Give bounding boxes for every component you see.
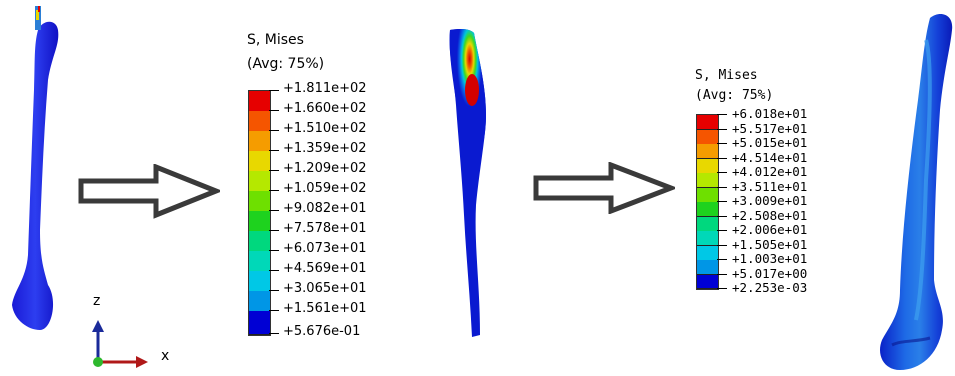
legend-tick [269, 150, 279, 151]
legend-value: +3.065e+01 [283, 281, 367, 296]
legend-value: +2.006e+01 [732, 222, 808, 237]
legend-tick [717, 273, 727, 275]
legend-tick [269, 90, 279, 91]
legend-tick [269, 250, 279, 251]
legend-tick [269, 270, 279, 271]
legend-tick [717, 230, 727, 231]
legend-value: +1.505e+01 [732, 236, 808, 252]
legend-value: +6.073e+01 [283, 241, 367, 256]
legend-tick [269, 290, 279, 291]
legend-swatch [697, 274, 718, 289]
hollow-right-arrow-2 [533, 162, 675, 214]
legend-swatch [249, 131, 270, 152]
legend-value: +5.676e-01 [283, 324, 361, 339]
legend-value: +1.660e+02 [283, 101, 367, 116]
legend-value: +4.012e+01 [732, 164, 808, 179]
legend-value: +1.561e+01 [283, 301, 367, 316]
legend-swatch [697, 158, 718, 174]
legend-value: +1.003e+01 [732, 251, 808, 266]
axis-triad [92, 320, 148, 368]
legend-tick [717, 244, 727, 246]
hollow-right-arrow-1 [78, 164, 220, 219]
legend-value: +1.209e+02 [283, 161, 367, 176]
legend-swatch [249, 251, 270, 272]
legend-tick [269, 110, 279, 111]
legend-value: +5.517e+01 [732, 120, 808, 136]
legend-swatch [697, 260, 718, 275]
legend-value: +3.511e+01 [732, 178, 808, 194]
legend-tick [717, 128, 727, 130]
legend-tick [717, 215, 727, 217]
legend-swatch [249, 271, 270, 292]
legend-value: +5.017e+00 [732, 265, 808, 281]
legend-tick [717, 114, 727, 115]
legend-value: +1.359e+02 [283, 141, 367, 156]
legend-swatch [697, 216, 718, 232]
bone-model-original [12, 6, 59, 330]
legend-swatch [697, 129, 718, 145]
legend-tick [717, 288, 727, 289]
legend-value: +7.578e+01 [283, 221, 367, 236]
legend-tick [717, 201, 727, 202]
legend-swatch [249, 111, 270, 132]
legend-value: +1.510e+02 [283, 121, 367, 136]
legend-title-line1: S, Mises [695, 68, 758, 83]
legend-swatch [249, 151, 270, 172]
legend-tick [269, 333, 279, 334]
legend-swatch [249, 191, 270, 212]
legend-tick [717, 172, 727, 173]
legend-title-line2: (Avg: 75%) [695, 88, 774, 103]
legend-title-line2: (Avg: 75%) [247, 56, 325, 72]
legend-tick [269, 210, 279, 211]
legend-value: +1.059e+02 [283, 181, 367, 196]
legend-color-bar [248, 90, 271, 336]
legend-value: +9.082e+01 [283, 201, 367, 216]
legend-swatch [249, 171, 270, 192]
legend-value: +3.009e+01 [732, 193, 808, 208]
legend-tick [269, 170, 279, 171]
legend-swatch [697, 187, 718, 203]
legend-tick [717, 259, 727, 260]
legend-swatch [249, 311, 270, 335]
legend-swatch [249, 231, 270, 252]
legend-swatch [697, 173, 718, 188]
legend-swatch [697, 144, 718, 159]
legend-value: +6.018e+01 [732, 106, 808, 121]
legend-value: +2.253e-03 [732, 280, 808, 295]
legend-swatch [697, 202, 718, 217]
legend-tick [717, 157, 727, 159]
legend-tick [269, 190, 279, 191]
legend-swatch [249, 291, 270, 312]
legend-swatch [249, 211, 270, 232]
legend-tick [717, 186, 727, 188]
legend-color-bar [696, 114, 719, 290]
legend-tick [269, 230, 279, 231]
legend-tick [269, 130, 279, 131]
legend-value: +4.569e+01 [283, 261, 367, 276]
mises-legend-left: S, Mises (Avg: 75%) +1.811e+02 +1.660e+0… [245, 30, 395, 345]
mises-legend-right: S, Mises (Avg: 75%) +6.018e+01 +5.517e+0… [692, 66, 872, 296]
legend-title-line1: S, Mises [247, 32, 304, 48]
legend-value: +1.811e+02 [283, 81, 367, 96]
x-axis-label: x [161, 348, 170, 364]
legend-swatch [697, 245, 718, 261]
z-axis-label: z [93, 293, 101, 309]
legend-tick [269, 310, 279, 311]
legend-value: +4.514e+01 [732, 149, 808, 165]
legend-value: +5.015e+01 [732, 135, 808, 150]
legend-swatch [249, 91, 270, 112]
legend-swatch [697, 231, 718, 246]
legend-tick [717, 143, 727, 144]
legend-value: +2.508e+01 [732, 207, 808, 223]
bone-model-stress-contour [449, 29, 486, 337]
legend-swatch [697, 115, 718, 130]
bone-model-result [880, 14, 953, 370]
